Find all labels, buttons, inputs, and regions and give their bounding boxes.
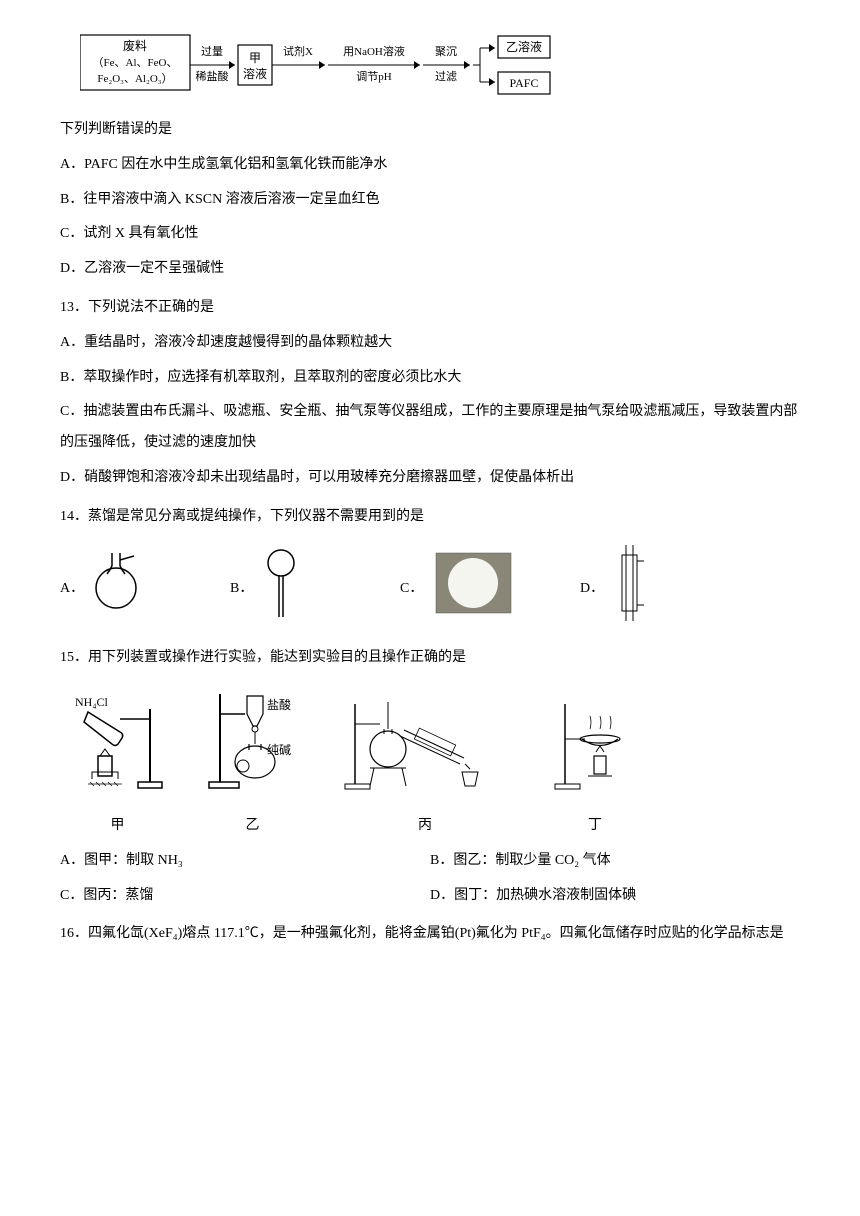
q15-apparatus-3: 丙 <box>340 694 510 842</box>
q15-stem: 15．用下列装置或操作进行实验，能达到实验目的且操作正确的是 <box>60 643 800 674</box>
arrow4-bottom: 过滤 <box>435 70 457 83</box>
box1-line2: （Fe、Al、FeO、 <box>93 56 178 69</box>
box1-line1: 废料 <box>123 38 147 53</box>
arrow3-top: 用NaOH溶液 <box>343 44 405 58</box>
box3-text: 乙溶液 <box>506 39 542 54</box>
q12-option-a: A．PAFC 因在水中生成氢氧化铝和氢氧化铁而能净水 <box>60 150 800 181</box>
q15-apparatus-2: 盐酸 纯碱 乙 <box>205 684 300 842</box>
soda-label: 纯碱 <box>267 743 291 757</box>
condenser-icon <box>612 543 647 636</box>
q15-option-d: D．图丁：加热碘水溶液制固体碘 <box>430 881 800 912</box>
q14-label-d: D． <box>580 574 604 605</box>
box1-line3: Fe₂O₃、Al₂O₃） <box>97 72 172 85</box>
q15-option-c: C．图丙：蒸馏 <box>60 881 430 912</box>
q14-label-b: B． <box>230 574 253 605</box>
q15-caption-4: 丁 <box>550 811 640 842</box>
distillation-flask-icon <box>92 548 147 631</box>
q13-option-a: A．重结晶时，溶液冷却速度越慢得到的晶体颗粒越大 <box>60 328 800 359</box>
box2-line2: 溶液 <box>243 66 267 81</box>
q15-option-b: B．图乙：制取少量 CO₂ 气体 <box>430 846 800 877</box>
box2-line1: 甲 <box>249 51 261 65</box>
q15-apparatus-1: NH₄Cl 甲 <box>70 694 165 842</box>
q13-option-d: D．硝酸钾饱和溶液冷却未出现结晶时，可以用玻棒充分磨擦器皿壁，促使晶体析出 <box>60 463 800 494</box>
q14-label-a: A． <box>60 574 84 605</box>
q13-option-b: B．萃取操作时，应选择有机萃取剂，且萃取剂的密度必须比水大 <box>60 363 800 394</box>
q16-stem: 16．四氟化氙(XeF₄)熔点 117.1℃，是一种强氟化剂，能将金属铂(Pt)… <box>60 919 800 950</box>
q15-caption-1: 甲 <box>70 811 165 842</box>
hcl-label: 盐酸 <box>267 697 291 712</box>
flowchart-diagram: 废料 （Fe、Al、FeO、 Fe₂O₃、Al₂O₃） 过量 稀盐酸 甲 溶液 … <box>80 30 800 100</box>
q13-stem: 13．下列说法不正确的是 <box>60 293 800 324</box>
q14-stem: 14．蒸馏是常见分离或提纯操作，下列仪器不需要用到的是 <box>60 502 800 533</box>
arrow1-top: 过量 <box>201 45 223 58</box>
q14-options-row: A． B． C． D． <box>60 543 800 636</box>
q13-option-c: C．抽滤装置由布氏漏斗、吸滤瓶、安全瓶、抽气泵等仪器组成，工作的主要原理是抽气泵… <box>60 397 800 459</box>
box4-text: PAFC <box>510 76 539 90</box>
q12-option-c: C．试剂 X 具有氧化性 <box>60 219 800 250</box>
wire-gauze-icon <box>431 545 516 633</box>
arrow3-bottom: 调节pH <box>356 70 391 83</box>
volumetric-flask-icon <box>261 545 301 633</box>
q12-option-d: D．乙溶液一定不呈强碱性 <box>60 254 800 285</box>
q15-apparatus-4: 丁 <box>550 694 640 842</box>
q12-stem: 下列判断错误的是 <box>60 115 800 146</box>
q15-option-a: A．图甲：制取 NH₃ <box>60 846 430 877</box>
q15-caption-3: 丙 <box>340 811 510 842</box>
arrow1-bottom: 稀盐酸 <box>196 69 229 83</box>
q15-caption-2: 乙 <box>205 811 300 842</box>
q14-label-c: C． <box>400 574 423 605</box>
q15-images-row: NH₄Cl 甲 <box>70 684 800 842</box>
arrow4-top: 聚沉 <box>435 45 457 58</box>
nh4cl-label: NH₄Cl <box>75 695 109 709</box>
arrow2-label: 试剂X <box>283 44 313 58</box>
q12-option-b: B．往甲溶液中滴入 KSCN 溶液后溶液一定呈血红色 <box>60 185 800 216</box>
